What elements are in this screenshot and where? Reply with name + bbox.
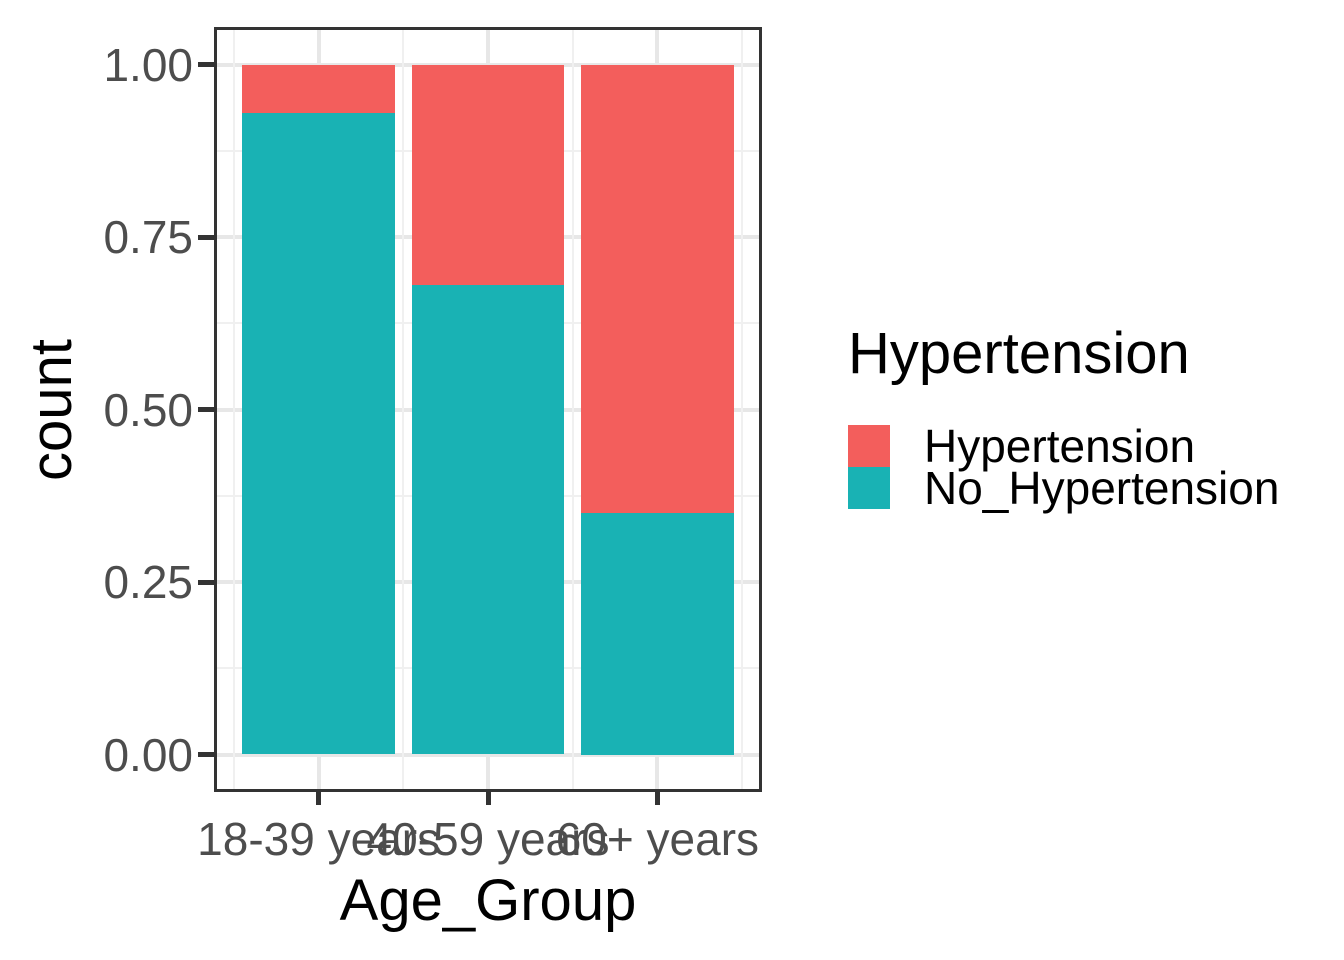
x-tick-mark (485, 789, 491, 805)
legend-item: Hypertension (848, 420, 1279, 472)
x-axis-title: Age_Group (339, 868, 637, 933)
legend-key-swatch (848, 425, 890, 467)
legend-item: No_Hypertension (848, 462, 1280, 514)
x-grid-minor (402, 30, 405, 789)
legend-items: Hypertension No_Hypertension (848, 420, 1280, 514)
legend-label: Hypertension (924, 420, 1196, 472)
x-tick-mark (654, 789, 660, 805)
y-tick-label: 0.00 (103, 728, 193, 781)
y-tick-mark (198, 407, 217, 412)
y-tick-label: 1.00 (103, 38, 193, 91)
bar-segment-no_hypertension (242, 112, 395, 755)
y-tick-mark (198, 579, 217, 585)
x-grid-minor (571, 30, 574, 789)
plot-panel-bars (217, 30, 759, 789)
x-tick-label: 60+ years (555, 813, 760, 865)
bar-segment-no_hypertension (581, 513, 734, 755)
y-tick-mark (198, 752, 217, 757)
x-grid-minor (741, 30, 744, 789)
bar-segment-hypertension (581, 64, 734, 513)
bar-segment-hypertension (242, 64, 395, 113)
y-tick-label: 0.75 (103, 211, 193, 263)
x-tick-mark (316, 789, 322, 805)
y-tick-label: 0.50 (103, 383, 193, 436)
legend-title: Hypertension (848, 321, 1190, 386)
legend-key-swatch (848, 467, 890, 509)
legend: Hypertension Hypertension No_Hypertension (848, 321, 1280, 514)
y-tick-mark (198, 234, 217, 240)
x-tick-label: 18-39 years (197, 813, 441, 865)
y-axis-title: count (19, 339, 84, 481)
y-tick-mark (198, 62, 217, 67)
bar-segment-hypertension (411, 64, 565, 286)
x-tick-label: 40-59 years (366, 813, 610, 865)
y-tick-label: 0.25 (103, 556, 193, 608)
legend-label: No_Hypertension (924, 462, 1280, 514)
bar-segment-no_hypertension (411, 285, 565, 755)
x-grid-minor (232, 30, 235, 789)
